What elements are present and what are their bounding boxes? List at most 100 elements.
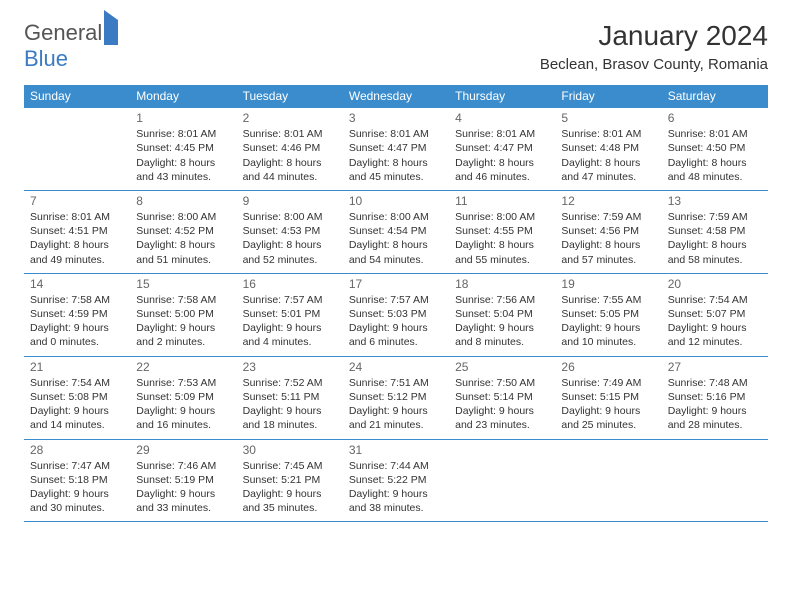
daylight-text: Daylight: 8 hours — [136, 238, 230, 252]
day-number: 23 — [243, 359, 337, 375]
daylight-text: and 55 minutes. — [455, 253, 549, 267]
daylight-text: and 14 minutes. — [30, 418, 124, 432]
calendar-cell: 6Sunrise: 8:01 AMSunset: 4:50 PMDaylight… — [662, 108, 768, 191]
daylight-text: Daylight: 9 hours — [455, 321, 549, 335]
daylight-text: and 12 minutes. — [668, 335, 762, 349]
calendar-cell: 11Sunrise: 8:00 AMSunset: 4:55 PMDayligh… — [449, 190, 555, 273]
day-number: 11 — [455, 193, 549, 209]
sunset-text: Sunset: 5:01 PM — [243, 307, 337, 321]
daylight-text: and 6 minutes. — [349, 335, 443, 349]
sunset-text: Sunset: 4:47 PM — [349, 141, 443, 155]
day-header: Sunday — [24, 85, 130, 108]
sunrise-text: Sunrise: 7:50 AM — [455, 376, 549, 390]
day-number: 19 — [561, 276, 655, 292]
calendar-cell: 24Sunrise: 7:51 AMSunset: 5:12 PMDayligh… — [343, 356, 449, 439]
day-number: 31 — [349, 442, 443, 458]
calendar-cell: 18Sunrise: 7:56 AMSunset: 5:04 PMDayligh… — [449, 273, 555, 356]
daylight-text: and 8 minutes. — [455, 335, 549, 349]
daylight-text: Daylight: 8 hours — [668, 238, 762, 252]
calendar-cell: 19Sunrise: 7:55 AMSunset: 5:05 PMDayligh… — [555, 273, 661, 356]
sunrise-text: Sunrise: 8:01 AM — [30, 210, 124, 224]
sunrise-text: Sunrise: 8:00 AM — [243, 210, 337, 224]
calendar-cell: 14Sunrise: 7:58 AMSunset: 4:59 PMDayligh… — [24, 273, 130, 356]
calendar-week-row: 14Sunrise: 7:58 AMSunset: 4:59 PMDayligh… — [24, 273, 768, 356]
sunrise-text: Sunrise: 7:46 AM — [136, 459, 230, 473]
day-number: 17 — [349, 276, 443, 292]
daylight-text: and 21 minutes. — [349, 418, 443, 432]
sunrise-text: Sunrise: 7:54 AM — [30, 376, 124, 390]
calendar-cell — [24, 108, 130, 191]
calendar-cell: 31Sunrise: 7:44 AMSunset: 5:22 PMDayligh… — [343, 439, 449, 522]
sunrise-text: Sunrise: 8:00 AM — [455, 210, 549, 224]
sunrise-text: Sunrise: 7:52 AM — [243, 376, 337, 390]
daylight-text: and 10 minutes. — [561, 335, 655, 349]
daylight-text: and 49 minutes. — [30, 253, 124, 267]
day-number: 9 — [243, 193, 337, 209]
sunset-text: Sunset: 5:04 PM — [455, 307, 549, 321]
day-header: Monday — [130, 85, 236, 108]
sunset-text: Sunset: 4:55 PM — [455, 224, 549, 238]
day-header: Tuesday — [237, 85, 343, 108]
sunset-text: Sunset: 5:15 PM — [561, 390, 655, 404]
daylight-text: and 30 minutes. — [30, 501, 124, 515]
sunrise-text: Sunrise: 8:01 AM — [136, 127, 230, 141]
calendar-cell: 30Sunrise: 7:45 AMSunset: 5:21 PMDayligh… — [237, 439, 343, 522]
day-header: Wednesday — [343, 85, 449, 108]
day-number: 5 — [561, 110, 655, 126]
calendar-cell: 2Sunrise: 8:01 AMSunset: 4:46 PMDaylight… — [237, 108, 343, 191]
daylight-text: Daylight: 8 hours — [455, 156, 549, 170]
daylight-text: and 44 minutes. — [243, 170, 337, 184]
sunset-text: Sunset: 5:07 PM — [668, 307, 762, 321]
sunset-text: Sunset: 4:53 PM — [243, 224, 337, 238]
sunset-text: Sunset: 5:08 PM — [30, 390, 124, 404]
daylight-text: Daylight: 9 hours — [136, 487, 230, 501]
sunset-text: Sunset: 4:47 PM — [455, 141, 549, 155]
day-number: 7 — [30, 193, 124, 209]
daylight-text: Daylight: 9 hours — [243, 321, 337, 335]
day-header: Thursday — [449, 85, 555, 108]
sunrise-text: Sunrise: 7:54 AM — [668, 293, 762, 307]
sunset-text: Sunset: 4:48 PM — [561, 141, 655, 155]
daylight-text: Daylight: 9 hours — [561, 404, 655, 418]
daylight-text: and 46 minutes. — [455, 170, 549, 184]
sunrise-text: Sunrise: 7:44 AM — [349, 459, 443, 473]
calendar-cell: 17Sunrise: 7:57 AMSunset: 5:03 PMDayligh… — [343, 273, 449, 356]
daylight-text: and 35 minutes. — [243, 501, 337, 515]
daylight-text: and 23 minutes. — [455, 418, 549, 432]
day-number: 6 — [668, 110, 762, 126]
sunrise-text: Sunrise: 8:01 AM — [349, 127, 443, 141]
sunrise-text: Sunrise: 7:58 AM — [136, 293, 230, 307]
logo-icon — [104, 10, 118, 45]
day-header: Friday — [555, 85, 661, 108]
sunset-text: Sunset: 4:52 PM — [136, 224, 230, 238]
sunrise-text: Sunrise: 7:57 AM — [243, 293, 337, 307]
header: General Blue January 2024 Beclean, Braso… — [24, 20, 768, 73]
sunset-text: Sunset: 5:22 PM — [349, 473, 443, 487]
daylight-text: and 16 minutes. — [136, 418, 230, 432]
calendar-week-row: 7Sunrise: 8:01 AMSunset: 4:51 PMDaylight… — [24, 190, 768, 273]
day-number: 25 — [455, 359, 549, 375]
daylight-text: Daylight: 9 hours — [136, 321, 230, 335]
daylight-text: Daylight: 8 hours — [243, 156, 337, 170]
sunset-text: Sunset: 4:56 PM — [561, 224, 655, 238]
sunrise-text: Sunrise: 8:00 AM — [349, 210, 443, 224]
sunset-text: Sunset: 5:19 PM — [136, 473, 230, 487]
calendar-cell: 22Sunrise: 7:53 AMSunset: 5:09 PMDayligh… — [130, 356, 236, 439]
sunset-text: Sunset: 5:09 PM — [136, 390, 230, 404]
sunset-text: Sunset: 5:18 PM — [30, 473, 124, 487]
daylight-text: Daylight: 9 hours — [243, 404, 337, 418]
sunset-text: Sunset: 5:00 PM — [136, 307, 230, 321]
calendar-cell: 25Sunrise: 7:50 AMSunset: 5:14 PMDayligh… — [449, 356, 555, 439]
daylight-text: Daylight: 9 hours — [561, 321, 655, 335]
calendar-cell: 28Sunrise: 7:47 AMSunset: 5:18 PMDayligh… — [24, 439, 130, 522]
logo: General Blue — [24, 20, 118, 72]
daylight-text: and 52 minutes. — [243, 253, 337, 267]
calendar-cell: 12Sunrise: 7:59 AMSunset: 4:56 PMDayligh… — [555, 190, 661, 273]
daylight-text: Daylight: 8 hours — [349, 238, 443, 252]
daylight-text: Daylight: 9 hours — [668, 404, 762, 418]
daylight-text: Daylight: 8 hours — [349, 156, 443, 170]
sunrise-text: Sunrise: 7:51 AM — [349, 376, 443, 390]
day-number: 21 — [30, 359, 124, 375]
daylight-text: Daylight: 8 hours — [561, 238, 655, 252]
daylight-text: and 38 minutes. — [349, 501, 443, 515]
